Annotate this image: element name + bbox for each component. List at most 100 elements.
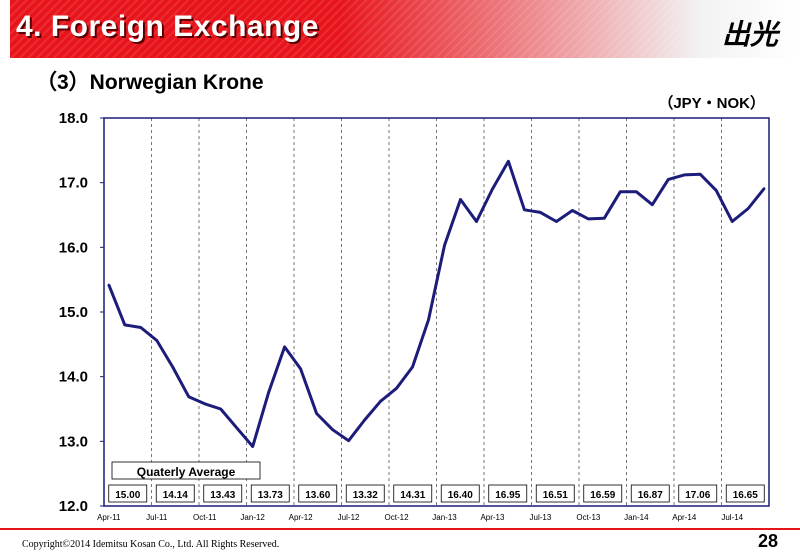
data-point <box>379 400 382 403</box>
data-point <box>587 217 590 221</box>
quarterly-average-box <box>155 484 195 503</box>
page-title: 4. Foreign Exchange <box>16 10 319 43</box>
x-tick-label: Oct-11 <box>193 513 217 522</box>
quarterly-average-box <box>298 484 338 503</box>
quarterly-average-box <box>440 484 480 503</box>
quarterly-average-value: 14.14 <box>163 490 188 501</box>
data-point <box>539 211 542 214</box>
quarterly-average-box <box>488 484 528 503</box>
data-point <box>443 244 446 247</box>
unit-label: （JPY・NOK） <box>658 94 765 112</box>
data-point <box>523 208 526 212</box>
quarterly-average-value: 16.95 <box>495 490 520 501</box>
data-point <box>235 426 238 429</box>
data-point <box>363 418 366 422</box>
data-point <box>219 407 222 411</box>
x-tick-label: Apr-11 <box>97 513 121 522</box>
data-point <box>667 178 670 181</box>
data-point <box>107 283 110 287</box>
quarterly-average-box <box>725 484 765 503</box>
data-point <box>715 189 718 192</box>
data-point <box>603 217 606 220</box>
y-tick-label: 13.0 <box>59 433 88 450</box>
x-tick-label: Jul-12 <box>338 513 360 522</box>
quarterly-average-value: 16.87 <box>638 490 663 501</box>
quarterly-average-box <box>108 484 148 503</box>
data-point <box>619 190 622 193</box>
quarterly-average-value: 13.60 <box>305 490 330 501</box>
quarterly-average-box <box>678 484 718 503</box>
data-point <box>635 190 638 193</box>
x-tick-label: Jan-13 <box>432 513 457 522</box>
y-tick-label: 12.0 <box>59 498 88 515</box>
data-point <box>331 428 334 431</box>
quarterly-average-value: 14.31 <box>400 490 425 501</box>
quarterly-average-box <box>535 484 575 503</box>
data-point <box>315 412 318 415</box>
x-tick-label: Jan-14 <box>624 513 649 522</box>
quarterly-average-value: 16.51 <box>543 490 568 501</box>
series-line <box>107 159 766 448</box>
data-point <box>411 365 414 369</box>
data-point <box>283 345 286 349</box>
copyright-text: Copyright©2014 Idemitsu Kosan Co., Ltd. … <box>22 539 280 550</box>
data-point <box>251 445 254 448</box>
data-point <box>123 323 126 327</box>
data-point <box>731 220 734 223</box>
quarterly-average-value: 13.73 <box>258 490 283 501</box>
x-tick-label: Jul-13 <box>530 513 552 522</box>
x-tick-label: Apr-12 <box>289 513 314 522</box>
data-point <box>187 395 190 398</box>
header-band <box>0 0 800 58</box>
data-point <box>651 203 654 206</box>
company-logo: 出光 <box>721 18 778 51</box>
data-point <box>171 365 174 369</box>
x-tick-label: Jan-12 <box>240 513 265 522</box>
quarterly-average-value: 13.32 <box>353 490 378 501</box>
quarterly-average-box <box>630 484 670 503</box>
data-point <box>747 207 750 210</box>
x-axis: Apr-11 Jul-11 Oct-11 Jan-12 Apr-12 Jul-12 Oct-… <box>97 513 744 522</box>
data-point <box>683 173 686 177</box>
y-tick-label: 14.0 <box>59 369 88 386</box>
quarterly-average-value: 13.43 <box>210 490 235 501</box>
data-point <box>139 326 142 329</box>
y-axis: 12.0 13.0 14.0 15.0 16.0 17.0 18.0 <box>59 110 104 515</box>
quarterly-average-label-box <box>111 461 261 480</box>
x-tick-label: Jul-14 <box>721 513 743 522</box>
x-tick-label: Oct-12 <box>385 513 410 522</box>
quarterly-average-box <box>583 484 623 503</box>
x-tick-label: Apr-13 <box>480 513 505 522</box>
data-point <box>203 402 206 406</box>
data-point <box>459 198 462 201</box>
footer-divider <box>0 528 800 530</box>
data-point <box>155 339 158 342</box>
y-tick-label: 17.0 <box>59 175 88 192</box>
data-point <box>763 187 766 190</box>
y-tick-label: 15.0 <box>59 304 88 321</box>
quarterly-average-value: 17.06 <box>685 490 710 501</box>
x-tick-label: Apr-14 <box>672 513 697 522</box>
grid-lines <box>151 118 722 506</box>
header-stripes <box>0 0 800 58</box>
quarterly-average-box <box>250 484 290 503</box>
quarterly-average-value: 15.00 <box>115 490 140 501</box>
x-tick-label: Jul-11 <box>146 513 168 522</box>
quarterly-average-label: Quaterly Average <box>137 465 236 479</box>
quarterly-average-box <box>393 484 433 503</box>
chart-title: （3）Norwegian Krone <box>36 71 264 94</box>
data-point <box>475 220 478 223</box>
series-line-path <box>107 159 766 448</box>
data-point <box>699 173 702 176</box>
quarterly-averages: Quaterly Average 15.00 14.14 13.43 13.73 13.6… <box>108 461 765 503</box>
data-point <box>507 160 510 163</box>
data-point <box>395 387 398 390</box>
data-point <box>571 209 574 212</box>
y-tick-label: 16.0 <box>59 239 88 256</box>
data-point <box>491 187 494 191</box>
y-tick-label: 18.0 <box>59 110 88 127</box>
quarterly-average-value: 16.40 <box>448 490 473 501</box>
data-point <box>427 318 430 321</box>
x-tick-label: Oct-13 <box>576 513 601 522</box>
